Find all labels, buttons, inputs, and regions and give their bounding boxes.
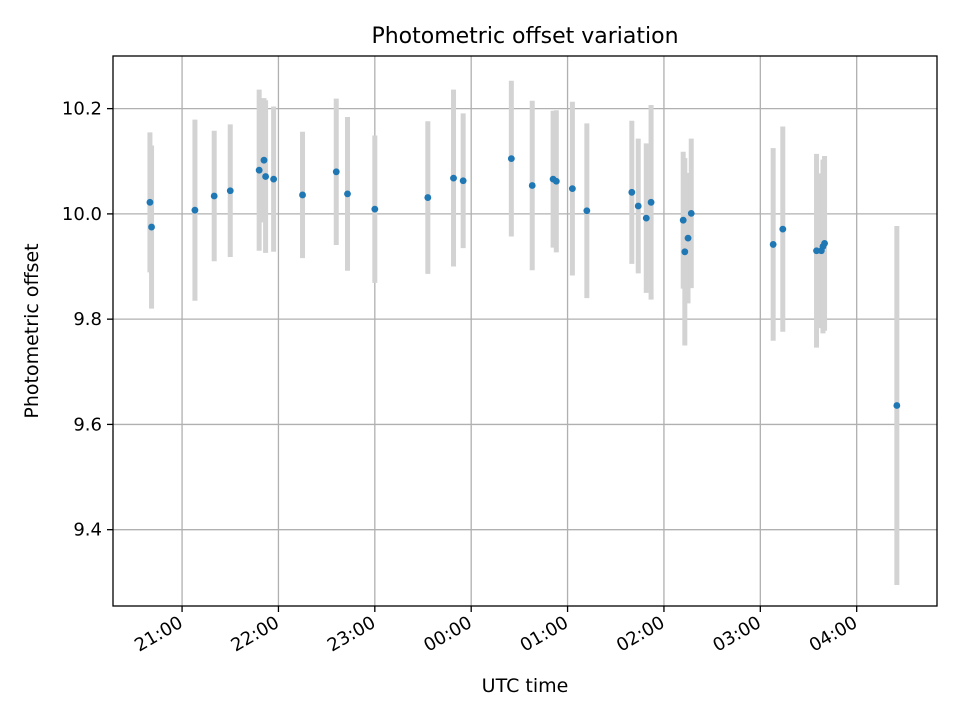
- data-point: [459, 177, 467, 185]
- y-axis-label: Photometric offset: [21, 243, 43, 418]
- chart-title: Photometric offset variation: [371, 24, 678, 49]
- data-point: [821, 239, 828, 247]
- data-point: [450, 174, 457, 182]
- data-point: [813, 247, 820, 255]
- data-point: [332, 168, 340, 176]
- data-point: [528, 182, 536, 189]
- x-axis-label: UTC time: [482, 675, 569, 697]
- data-point: [148, 223, 155, 231]
- data-point: [371, 205, 379, 213]
- y-tick-label: 10.0: [62, 204, 102, 225]
- data-point: [583, 207, 591, 215]
- y-tick-label: 9.4: [73, 520, 102, 541]
- data-point: [507, 155, 515, 163]
- data-point: [647, 198, 655, 206]
- data-point: [424, 194, 432, 201]
- data-point: [226, 187, 234, 195]
- data-points: [146, 155, 901, 409]
- data-point: [769, 241, 777, 248]
- y-tick-label: 9.6: [73, 414, 102, 435]
- data-point: [146, 198, 154, 206]
- data-point: [262, 173, 269, 180]
- data-point: [255, 166, 263, 174]
- data-point: [687, 209, 695, 217]
- data-point: [628, 188, 636, 196]
- data-point: [684, 234, 692, 242]
- data-point: [210, 192, 218, 200]
- data-point: [642, 214, 650, 222]
- plot-frame: [112, 55, 938, 607]
- data-point: [779, 225, 787, 233]
- data-point: [634, 202, 642, 210]
- data-point: [681, 248, 689, 256]
- data-point: [191, 206, 199, 214]
- data-point: [299, 191, 306, 199]
- data-point: [552, 177, 560, 185]
- data-point: [344, 190, 351, 198]
- y-tick-label: 9.8: [73, 309, 102, 330]
- data-point: [679, 216, 687, 224]
- y-tick-label: 10.2: [62, 99, 102, 120]
- data-point: [260, 156, 268, 164]
- data-point: [568, 185, 576, 193]
- data-point: [893, 402, 901, 409]
- data-point: [270, 175, 278, 183]
